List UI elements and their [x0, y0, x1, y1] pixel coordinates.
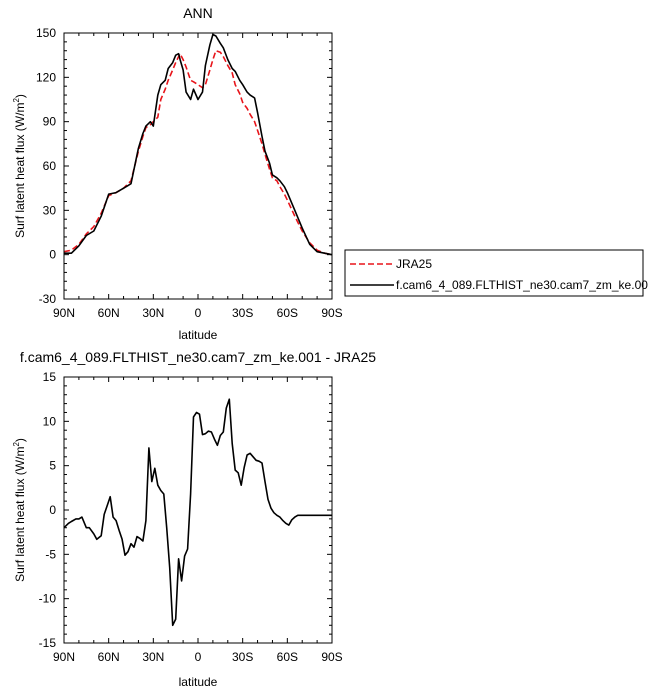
top-y-tick-label: 120	[36, 70, 56, 84]
bottom-y-tick-label: 0	[49, 503, 56, 517]
top-x-tick-label: 30S	[232, 306, 253, 320]
legend-box	[344, 249, 644, 297]
top-chart-title: ANN	[183, 5, 213, 21]
top-y-tick-label: 90	[43, 115, 57, 129]
bottom-x-tick-label: 60S	[277, 650, 298, 664]
top-y-tick-label: 30	[43, 203, 57, 217]
bottom-panel: f.cam6_4_089.FLTHIST_ne30.cam7_zm_ke.001…	[12, 349, 376, 689]
legend: JRA25 f.cam6_4_089.FLTHIST_ne30.cam7_zm_…	[344, 249, 648, 297]
bottom-series-line-0	[63, 398, 332, 627]
bottom-x-axis-label: latitude	[179, 675, 218, 689]
bottom-x-tick-label: 30N	[142, 650, 164, 664]
bottom-y-tick-label: -5	[45, 547, 56, 561]
top-plot-frame	[63, 32, 333, 300]
bottom-y-tick-label: 5	[49, 459, 56, 473]
top-series-line-0	[63, 49, 333, 256]
top-y-axis: -30 0 30 60 90 120 150	[36, 26, 332, 306]
top-x-tick-label: 60N	[98, 306, 120, 320]
top-y-axis-label: Surf latent heat flux (W/m2)	[12, 94, 27, 238]
bottom-y-axis: -15 -10 -5 0 5 10 15	[39, 370, 332, 650]
top-x-tick-label: 90N	[53, 306, 75, 320]
top-x-axis-label: latitude	[179, 328, 218, 342]
top-series-line-1	[64, 33, 333, 256]
bottom-y-axis-label: Surf latent heat flux (W/m2)	[12, 438, 27, 582]
bottom-plot-area	[63, 398, 332, 627]
bottom-x-tick-label: 90N	[53, 650, 75, 664]
bottom-plot-frame	[63, 376, 333, 644]
legend-label-jra25: JRA25	[396, 257, 432, 271]
bottom-x-tick-label: 90S	[321, 650, 342, 664]
top-x-axis: 90N 60N 30N 0 30S 60S 90S	[53, 33, 343, 320]
top-x-tick-label: 0	[195, 306, 202, 320]
top-x-tick-label: 60S	[277, 306, 298, 320]
legend-label-model: f.cam6_4_089.FLTHIST_ne30.cam7_zm_ke.001	[396, 278, 648, 292]
top-x-tick-label: 90S	[321, 306, 342, 320]
top-plot-area	[63, 33, 333, 256]
bottom-x-tick-label: 60N	[98, 650, 120, 664]
top-y-tick-label: -30	[39, 292, 57, 306]
top-y-tick-label: 0	[49, 248, 56, 262]
bottom-y-tick-label: 15	[43, 370, 57, 384]
bottom-y-tick-label: -10	[39, 592, 57, 606]
top-panel: ANN 90N 60N 30N 0 30S 60S 90S -30 0 30 60 90 120 150…	[12, 5, 648, 342]
top-x-tick-label: 30N	[142, 306, 164, 320]
top-y-tick-label: 60	[43, 159, 57, 173]
bottom-y-tick-label: -15	[39, 636, 57, 650]
top-y-tick-label: 150	[36, 26, 56, 40]
bottom-x-axis: 90N 60N 30N 0 30S 60S 90S	[53, 377, 343, 664]
bottom-chart-title: f.cam6_4_089.FLTHIST_ne30.cam7_zm_ke.001…	[20, 349, 376, 365]
bottom-y-tick-label: 10	[43, 414, 57, 428]
bottom-x-tick-label: 0	[195, 650, 202, 664]
bottom-x-tick-label: 30S	[232, 650, 253, 664]
